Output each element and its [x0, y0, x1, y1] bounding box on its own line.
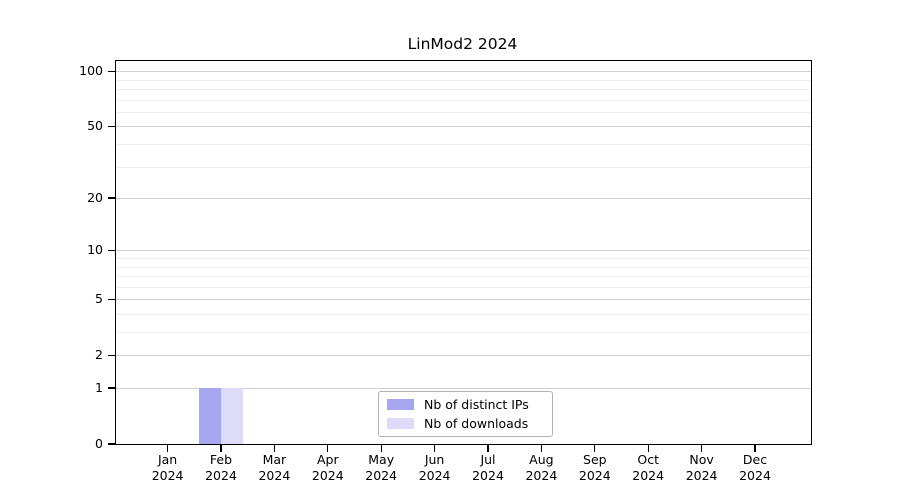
y-axis-tick [107, 249, 115, 251]
gridline-minor [116, 111, 811, 113]
gridline-minor [116, 332, 811, 334]
x-axis-tick-label: Feb 2024 [205, 452, 237, 483]
gridline-minor [116, 313, 811, 315]
y-axis-tick-label: 50 [87, 118, 103, 134]
x-axis-tick [327, 445, 329, 453]
y-axis-tick [107, 387, 115, 389]
x-axis-tick-label: May 2024 [365, 452, 398, 483]
gridline-minor [116, 99, 811, 101]
gridline-minor [116, 266, 811, 268]
gridline-minor [116, 89, 811, 91]
gridline-minor [116, 166, 811, 168]
x-axis-tick [380, 445, 382, 453]
y-axis-tick [107, 298, 115, 300]
legend-label-distinct-ips: Nb of distinct IPs [424, 396, 529, 412]
gridline-major [116, 198, 811, 200]
x-axis-tick-label: Oct 2024 [632, 452, 665, 483]
x-axis-tick [166, 445, 169, 453]
bar-distinct-ips [199, 388, 221, 444]
gridline-major [116, 299, 811, 301]
x-axis-tick-label: Jun 2024 [418, 452, 451, 483]
y-axis-tick [107, 70, 115, 72]
y-axis-tick-label: 5 [95, 291, 103, 306]
x-axis-tick-label: Jul 2024 [472, 452, 504, 483]
y-axis-tick [107, 125, 115, 128]
x-axis-tick-label: Aug 2024 [525, 452, 558, 483]
x-axis-tick [540, 445, 543, 453]
legend-label-downloads: Nb of downloads [424, 416, 529, 432]
x-axis-tick-label: Mar 2024 [258, 452, 291, 483]
legend-entry-downloads: Nb of downloads [387, 416, 552, 431]
y-axis-tick-label: 1 [95, 379, 103, 395]
x-axis-tick-label: Apr 2024 [311, 452, 344, 483]
y-axis-tick-label: 0 [95, 435, 103, 451]
x-axis-tick [433, 445, 436, 453]
gridline-major [116, 250, 811, 252]
y-axis-tick-label: 20 [87, 189, 103, 205]
y-axis-tick [107, 443, 115, 445]
y-axis-tick-label: 100 [79, 62, 103, 78]
x-axis-tick [754, 445, 756, 453]
y-axis-tick-label: 10 [87, 242, 103, 258]
plot-area: 0 1 2 5 10 20 50 100 Jan 2024 Feb 2024 Mar 2024 Apr… [79, 60, 812, 483]
x-axis-tick-label: Nov 2024 [685, 452, 718, 483]
legend-entry-distinct-ips: Nb of distinct IPs [387, 397, 552, 412]
x-axis-tick-label: Sep 2024 [578, 452, 611, 483]
x-axis-tick [700, 445, 703, 453]
x-axis-tick [594, 445, 596, 453]
gridline-minor [116, 276, 811, 278]
distinct-ips-swatch-icon [387, 398, 414, 410]
gridline-minor [116, 144, 811, 146]
gridline-minor [116, 286, 811, 288]
legend: Nb of distinct IPs Nb of downloads [378, 391, 553, 437]
x-axis-tick [487, 445, 489, 453]
gridline-minor [116, 258, 811, 259]
gridline-major [116, 126, 811, 128]
y-axis-tick [107, 197, 115, 199]
chart-title: LinMod2 2024 [407, 35, 518, 53]
gridline-major [116, 71, 811, 73]
gridline-major [116, 388, 811, 389]
bar-downloads [221, 388, 243, 444]
gridline-minor [116, 79, 811, 81]
x-axis-tick-label: Dec 2024 [739, 452, 771, 483]
x-axis-tick [647, 445, 649, 453]
y-axis-tick-label: 2 [95, 347, 103, 362]
x-axis-tick-label: Jan 2024 [151, 452, 184, 483]
x-axis-tick [273, 445, 276, 453]
gridline-major [116, 355, 811, 357]
y-axis-tick [107, 354, 115, 356]
x-axis-tick [220, 445, 222, 453]
downloads-swatch-icon [387, 418, 414, 430]
